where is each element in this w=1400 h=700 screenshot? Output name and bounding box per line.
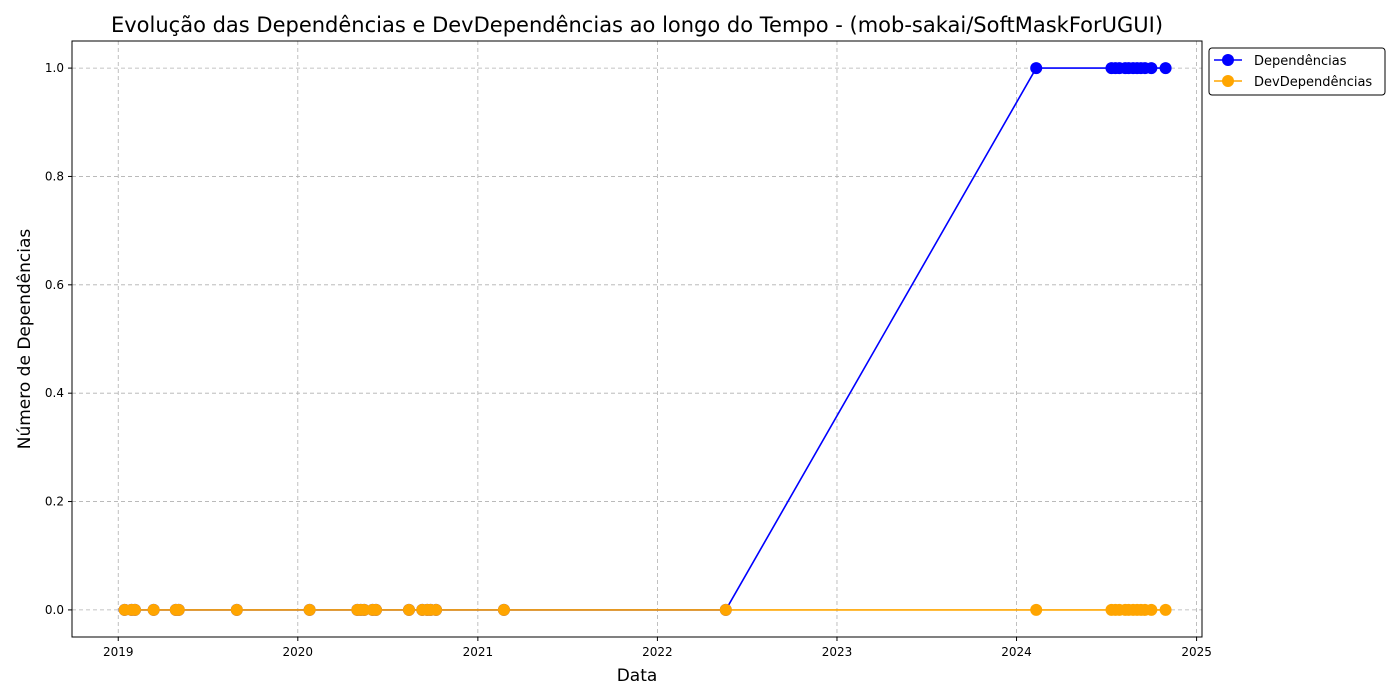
data-point (1159, 62, 1172, 75)
legend-label-devdependencias: DevDependências (1254, 75, 1372, 90)
data-point (358, 603, 371, 616)
x-tick-label: 2019 (103, 645, 134, 659)
data-point (1159, 603, 1172, 616)
data-point (128, 603, 141, 616)
data-point (147, 603, 160, 616)
x-tick-label: 2020 (283, 645, 314, 659)
y-tick-label: 1.0 (45, 61, 64, 75)
x-tick-label: 2021 (463, 645, 494, 659)
y-tick-label: 0.0 (45, 603, 64, 617)
data-point (303, 603, 316, 616)
legend-marker-devdependencias (1222, 75, 1234, 87)
data-point (1030, 62, 1043, 75)
data-point (402, 603, 415, 616)
data-point (1145, 62, 1158, 75)
legend-marker-dependencias (1222, 54, 1234, 66)
x-axis-title: Data (617, 666, 658, 686)
data-point (1145, 603, 1158, 616)
data-point (719, 603, 732, 616)
data-point (430, 603, 443, 616)
x-tick-label: 2025 (1181, 645, 1212, 659)
data-point (1030, 603, 1043, 616)
data-point (497, 603, 510, 616)
ticks: 2019 2020 2021 2022 2023 2024 2025 0.0 0.2 0.4 0.6… (45, 61, 1212, 659)
y-tick-label: 0.8 (45, 169, 64, 183)
legend-label-dependencias: Dependências (1254, 54, 1347, 69)
y-tick-label: 0.6 (45, 278, 64, 292)
y-axis-title: Número de Dependências (15, 229, 35, 450)
data-point (230, 603, 243, 616)
grid (72, 41, 1202, 637)
data-point (370, 603, 383, 616)
x-tick-label: 2024 (1001, 645, 1032, 659)
y-tick-label: 0.2 (45, 495, 64, 509)
x-tick-label: 2022 (642, 645, 673, 659)
y-tick-label: 0.4 (45, 386, 64, 400)
series-devdependencias (118, 603, 1172, 616)
series-line-dependencias (124, 67, 1166, 611)
x-tick-label: 2023 (822, 645, 853, 659)
series-layer (118, 62, 1172, 616)
series-dependencias (118, 62, 1172, 616)
data-point (172, 603, 185, 616)
chart-title: Evolução das Dependências e DevDependênc… (111, 13, 1163, 37)
legend-box (1208, 47, 1386, 96)
plot-frame (71, 40, 1203, 638)
legend: Dependências DevDependências (1208, 47, 1386, 96)
